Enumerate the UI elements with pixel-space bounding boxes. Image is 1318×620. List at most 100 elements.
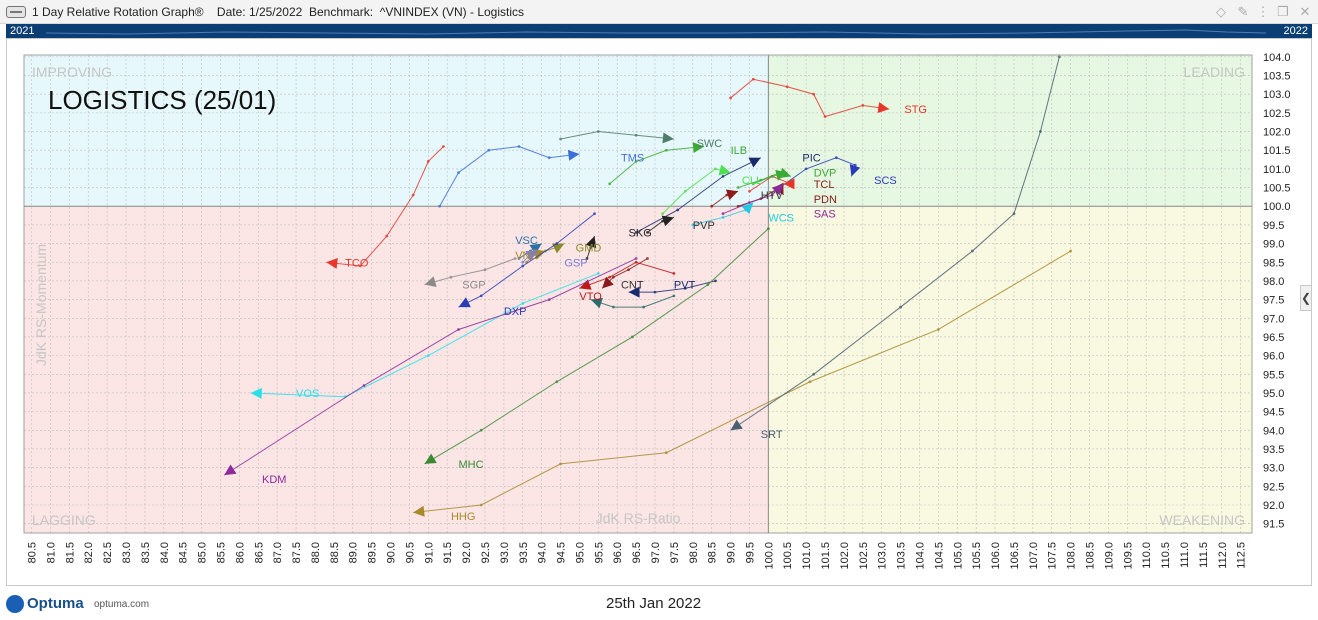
tail-point-dvp <box>736 186 740 189</box>
x-tick-label: 93.0 <box>499 542 511 563</box>
ticker-label-pic[interactable]: PIC <box>802 153 820 165</box>
arrowhead-swc[interactable] <box>662 132 674 144</box>
arrowhead-mhc[interactable] <box>424 453 437 464</box>
ticker-label-vto[interactable]: VTO <box>579 291 602 303</box>
tail-point-htv <box>725 193 729 197</box>
x-tick-label: 110.0 <box>1141 542 1153 569</box>
x-tick-label: 98.0 <box>688 542 700 563</box>
arrowhead-gsp[interactable] <box>525 250 538 261</box>
tail-point-sas <box>770 193 774 197</box>
ticker-label-vnl[interactable]: VNL <box>515 250 536 262</box>
diamond-icon[interactable]: ◇ <box>1216 4 1226 19</box>
arrowhead-vos[interactable] <box>250 387 262 399</box>
x-tick-label: 87.5 <box>291 542 303 563</box>
arrowhead-gmd[interactable] <box>552 243 565 254</box>
ticker-label-ilb[interactable]: ILB <box>731 145 748 157</box>
arrowhead-pic[interactable] <box>748 157 761 168</box>
ticker-label-tco[interactable]: TCO <box>345 257 369 269</box>
tail-point-tco <box>442 145 445 148</box>
ticker-label-swc[interactable]: SWC <box>697 138 723 150</box>
arrowhead-tcl[interactable] <box>783 178 795 190</box>
tail-point-tco <box>358 264 362 268</box>
arrowhead-ilb[interactable] <box>692 142 705 154</box>
arrowhead-vsc[interactable] <box>529 243 542 255</box>
ticker-label-pvt[interactable]: PVT <box>674 280 696 292</box>
ticker-label-tms[interactable]: TMS <box>621 153 644 165</box>
ticker-label-pvp[interactable]: PVP <box>693 220 715 232</box>
arrowhead-sas[interactable] <box>771 183 784 196</box>
x-tick-label: 81.5 <box>64 542 76 563</box>
arrowhead-dxp[interactable] <box>458 297 471 308</box>
x-axis-title: JdK RS-Ratio <box>596 510 681 526</box>
quadrant-label-weakening: WEAKENING <box>1159 512 1245 528</box>
arrowhead-skg[interactable] <box>585 236 597 249</box>
arrowhead-wcs[interactable] <box>741 202 754 215</box>
arrowhead-vip[interactable] <box>590 297 603 309</box>
ticker-label-mhc[interactable]: MHC <box>459 459 484 471</box>
arrowhead-tco[interactable] <box>326 257 338 269</box>
ticker-label-cnt[interactable]: CNT <box>621 280 644 292</box>
brand-url[interactable]: optuma.com <box>94 599 150 610</box>
x-tick-label: 100.5 <box>782 542 794 570</box>
arrowhead-sgp[interactable] <box>424 276 437 287</box>
ticker-label-sgp[interactable]: SGP <box>462 280 485 292</box>
arrowhead-pvt[interactable] <box>628 286 640 298</box>
ticker-label-dvp[interactable]: DVP <box>814 168 837 180</box>
y-tick-label: 92.5 <box>1263 481 1284 493</box>
tail-point-vip <box>672 294 676 298</box>
x-tick-label: 95.5 <box>593 542 605 563</box>
tail-pic <box>635 157 762 233</box>
tail-point-pic <box>676 208 680 212</box>
arrowhead-hhg[interactable] <box>413 505 425 517</box>
tail-point-vnl2 <box>770 174 774 178</box>
ticker-label-gsp[interactable]: GSP <box>564 257 587 269</box>
ticker-label-skg[interactable]: SKG <box>629 227 652 239</box>
ticker-label-tcl[interactable]: TCL <box>814 179 835 191</box>
arrowhead-kdm[interactable] <box>224 464 237 476</box>
arrowhead-htv[interactable] <box>725 189 739 200</box>
ticker-label-wcs[interactable]: WCS <box>768 212 794 224</box>
x-tick-label: 85.5 <box>215 542 227 563</box>
x-tick-label: 105.5 <box>971 542 983 570</box>
arrowhead-tms[interactable] <box>567 149 580 161</box>
pin-icon[interactable]: ✎ <box>1237 4 1249 19</box>
ticker-label-sas[interactable]: SAS <box>814 209 836 221</box>
ticker-label-scs[interactable]: SCS <box>874 175 897 187</box>
ticker-label-stg[interactable]: STG <box>904 104 927 116</box>
ticker-label-vos[interactable]: VOS <box>296 388 319 400</box>
tail-point-tms <box>438 204 442 208</box>
ticker-label-kdm[interactable]: KDM <box>262 474 286 486</box>
arrowhead-pvp[interactable] <box>661 215 674 227</box>
ticker-label-vsc[interactable]: VSC <box>515 235 538 247</box>
ticker-label-dxp[interactable]: DXP <box>504 306 527 318</box>
ticker-label-hhg[interactable]: HHG <box>451 511 475 523</box>
arrowhead-scs[interactable] <box>849 164 861 177</box>
arrowhead-vto[interactable] <box>579 279 592 290</box>
tail-point-pvt <box>714 279 717 283</box>
tail-point-scs <box>804 167 808 171</box>
ticker-label-htv[interactable]: HTV <box>761 190 784 202</box>
restore-icon[interactable]: ❐ <box>1277 4 1289 19</box>
ticker-label-srt[interactable]: SRT <box>761 429 783 441</box>
tail-point-cnt <box>646 257 649 260</box>
panel-expand-icon[interactable]: ❮ <box>1300 285 1312 311</box>
tail-point-pic <box>634 230 638 234</box>
x-tick-label: 103.5 <box>896 542 908 570</box>
arrowhead-cnt[interactable] <box>602 276 614 289</box>
arrowhead-cll[interactable] <box>718 164 731 176</box>
ticker-label-cll[interactable]: CLL <box>742 175 762 187</box>
y-tick-label: 96.0 <box>1263 351 1284 363</box>
x-tick-label: 106.0 <box>990 542 1002 570</box>
close-icon[interactable]: ✕ <box>1299 4 1311 19</box>
arrowhead-stg[interactable] <box>877 102 890 114</box>
timeline-scrubber[interactable]: 2021 2022 <box>6 24 1312 38</box>
ticker-label-gmd[interactable]: GMD <box>576 242 602 254</box>
arrowhead-srt[interactable] <box>730 419 743 431</box>
arrowhead-vnl2[interactable] <box>775 169 788 181</box>
x-tick-label: 99.5 <box>744 542 756 563</box>
x-tick-label: 86.0 <box>234 542 246 563</box>
more-icon[interactable]: ⋮ <box>1256 4 1270 19</box>
rrg-chart[interactable]: IMPROVING LEADING LAGGING WEAKENING JdK RS-… <box>0 0 1318 590</box>
ticker-label-pdn[interactable]: PDN <box>814 194 837 206</box>
tail-point-hhg <box>936 328 940 331</box>
